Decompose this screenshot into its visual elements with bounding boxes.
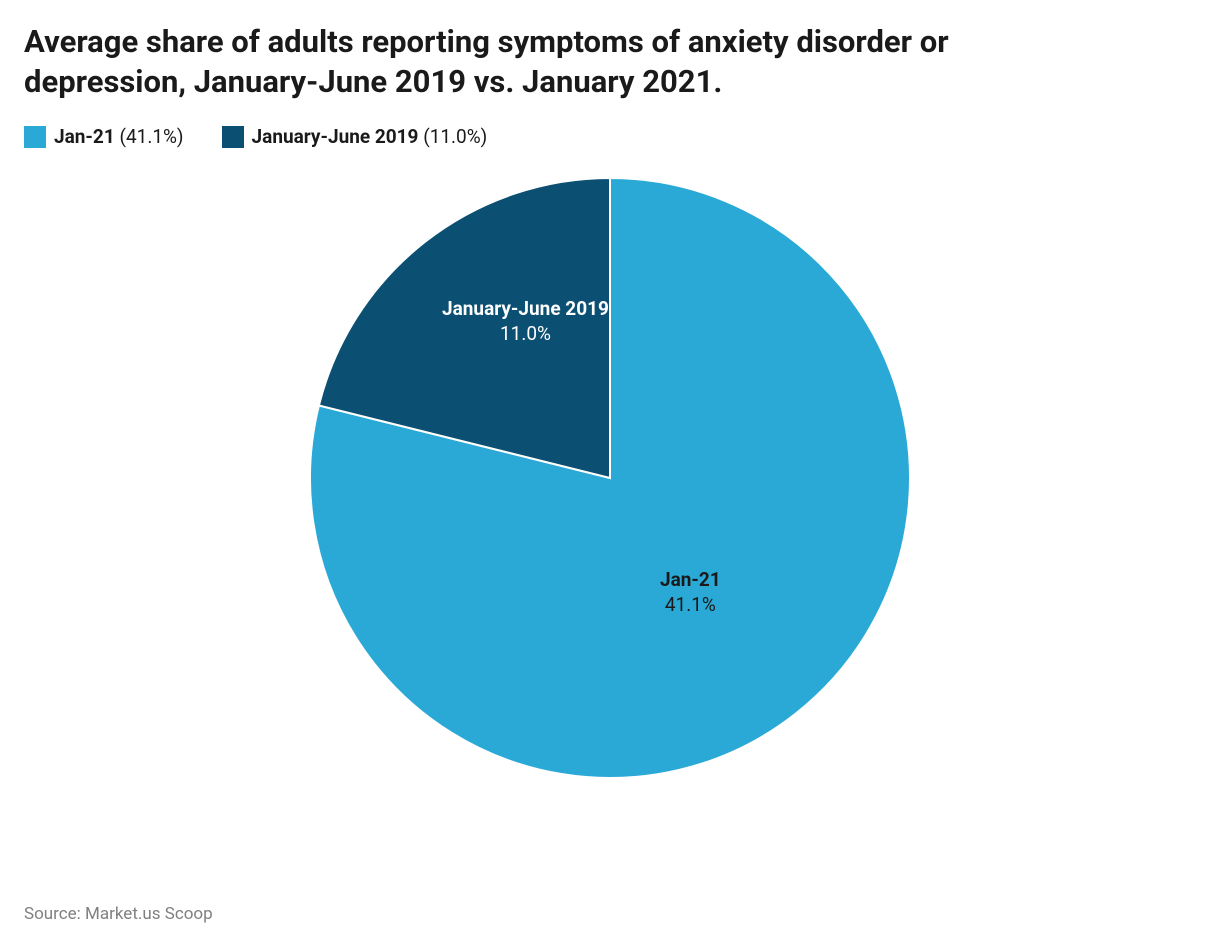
slice-label: January-June 2019 11.0% bbox=[442, 297, 609, 346]
chart-area: Jan-21 41.1% January-June 2019 11.0% bbox=[24, 178, 1196, 778]
pie-wrapper: Jan-21 41.1% January-June 2019 11.0% bbox=[310, 178, 910, 778]
slice-label-name: Jan-21 bbox=[660, 568, 721, 593]
legend-swatch bbox=[24, 126, 46, 148]
legend-label: January-June 2019 bbox=[252, 125, 419, 148]
source-text: Source: Market.us Scoop bbox=[24, 904, 213, 924]
legend: Jan-21 (41.1%) January-June 2019 (11.0%) bbox=[24, 125, 1196, 148]
legend-swatch bbox=[222, 126, 244, 148]
slice-label-value: 11.0% bbox=[442, 322, 609, 347]
legend-value: (41.1%) bbox=[119, 125, 183, 148]
chart-title: Average share of adults reporting sympto… bbox=[24, 22, 1044, 101]
legend-label: Jan-21 bbox=[54, 125, 115, 148]
slice-label-value: 41.1% bbox=[660, 593, 721, 618]
slice-label-name: January-June 2019 bbox=[442, 297, 609, 322]
pie-chart bbox=[310, 178, 910, 778]
slice-label: Jan-21 41.1% bbox=[660, 568, 721, 617]
legend-value: (11.0%) bbox=[423, 125, 487, 148]
legend-item: January-June 2019 (11.0%) bbox=[222, 125, 488, 148]
legend-item: Jan-21 (41.1%) bbox=[24, 125, 184, 148]
